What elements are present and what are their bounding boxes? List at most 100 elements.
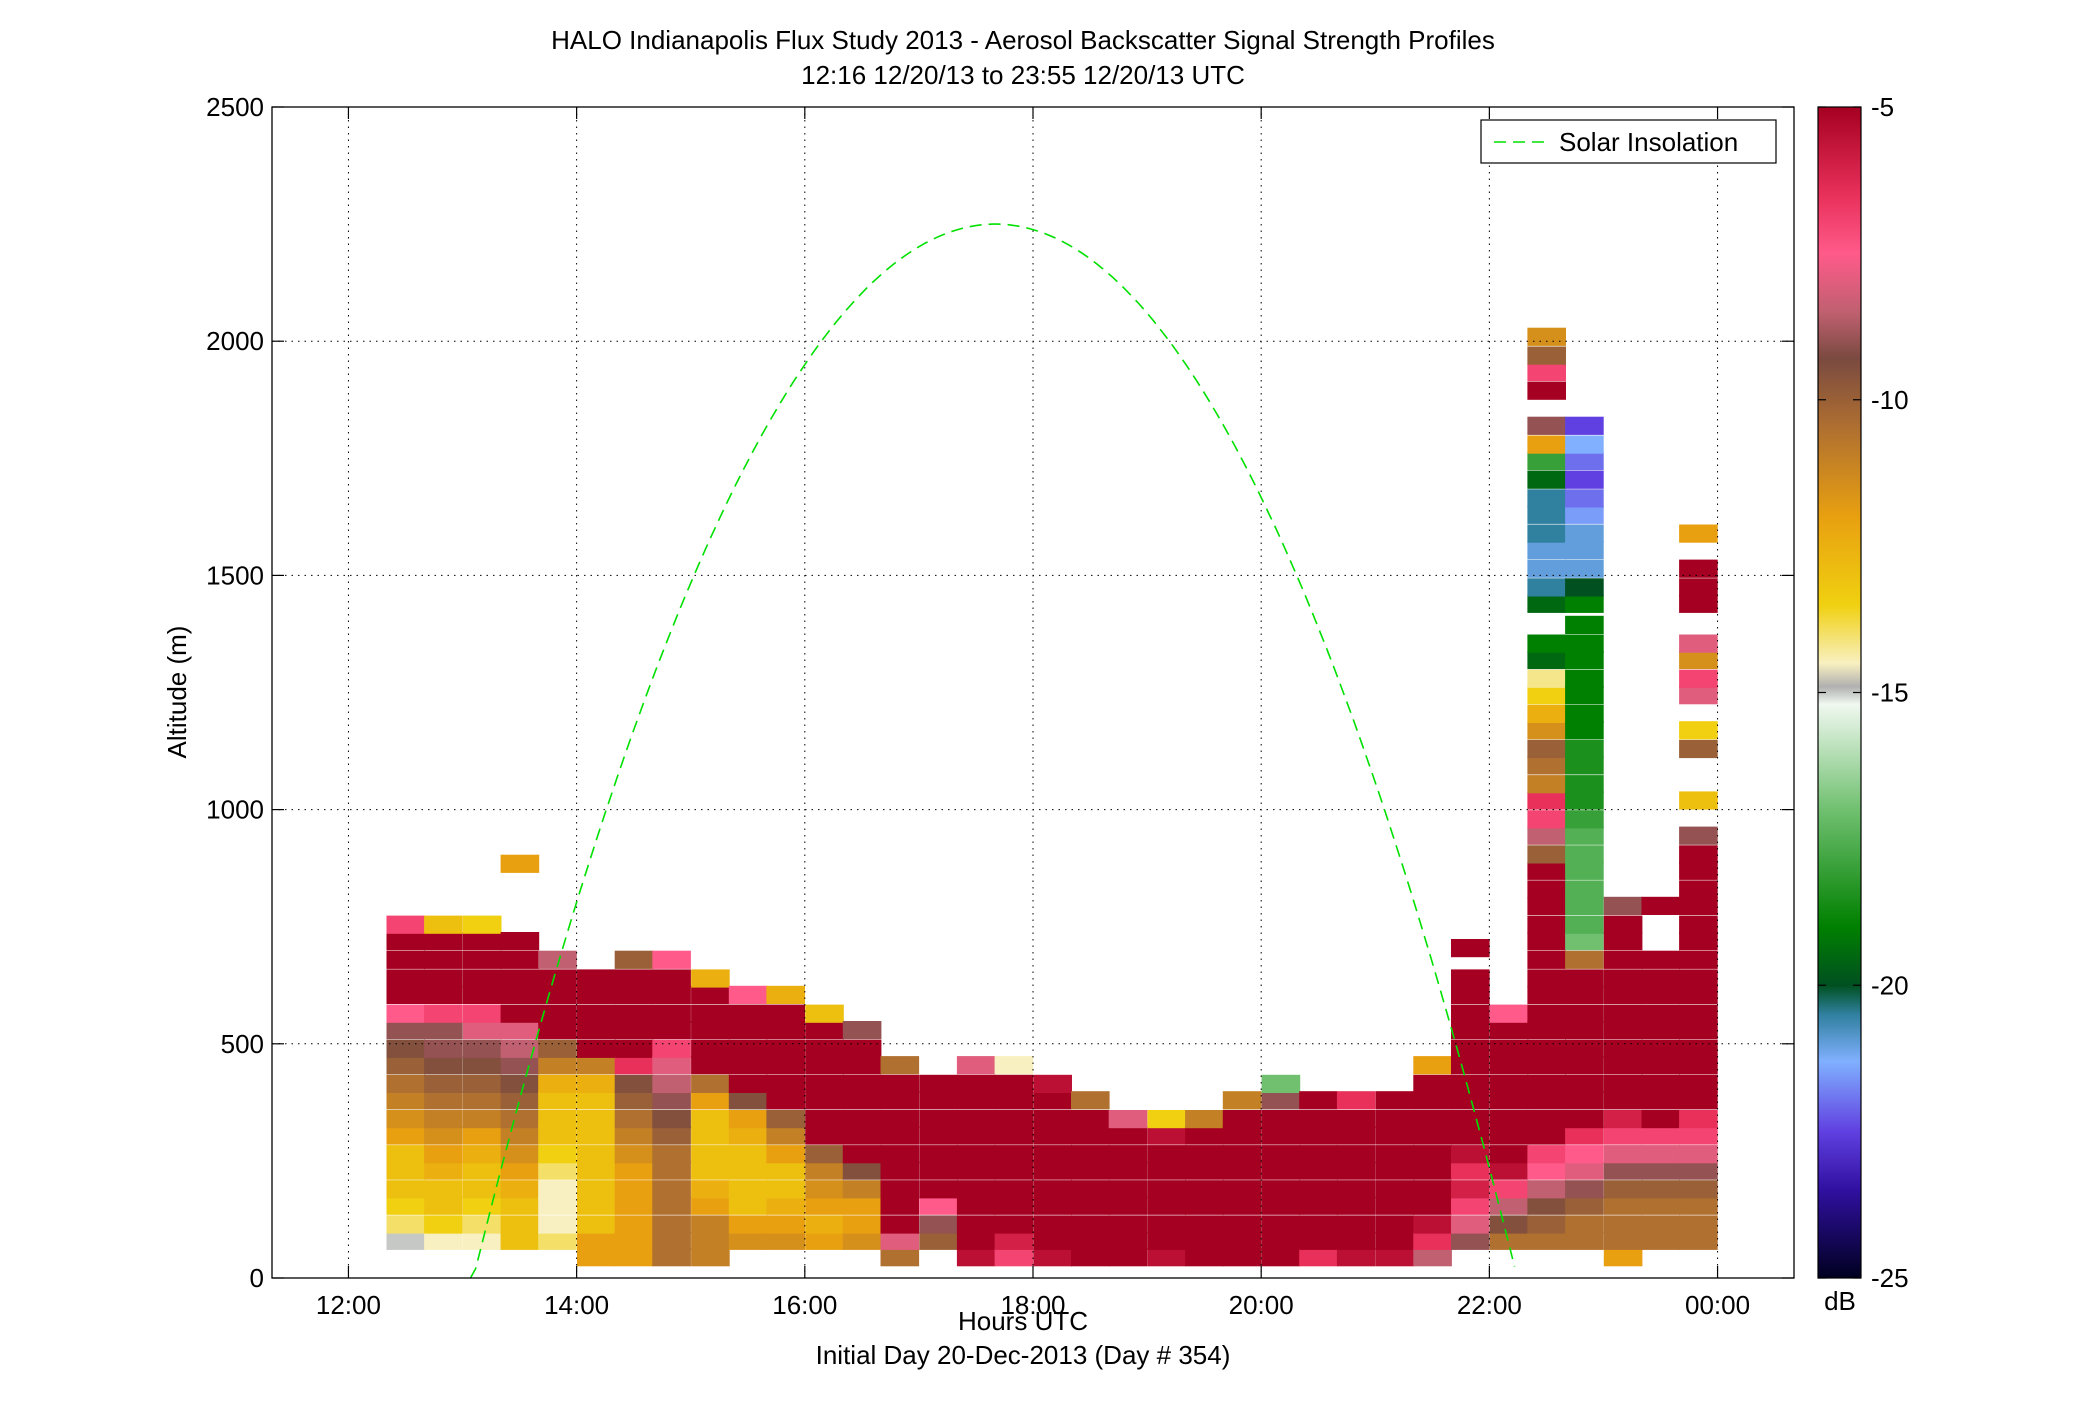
heatmap-cell (1413, 1161, 1452, 1180)
heatmap-cell (1679, 1004, 1718, 1023)
x-tick-label: 22:00 (1457, 1290, 1522, 1320)
heatmap-cell (577, 1196, 616, 1215)
heatmap-cell (614, 1145, 654, 1164)
heatmap-cell (1527, 791, 1566, 810)
heatmap-cell (1679, 739, 1718, 759)
heatmap-cell (766, 985, 805, 1004)
heatmap-cell (1679, 880, 1718, 899)
heatmap-cell (462, 1145, 502, 1164)
heatmap-cell (956, 1091, 996, 1110)
heatmap-cell (1641, 1074, 1681, 1093)
heatmap-cell (1641, 1126, 1681, 1145)
heatmap-cell (1527, 362, 1566, 382)
heatmap-cell (1527, 739, 1566, 759)
heatmap-cell (1261, 1161, 1301, 1180)
heatmap-cell (1527, 775, 1566, 794)
heatmap-cell (1261, 1145, 1301, 1164)
heatmap-cell (500, 950, 540, 969)
heatmap-cell (500, 1196, 540, 1215)
heatmap-cell (577, 1248, 616, 1267)
heatmap-cell (1527, 826, 1566, 845)
heatmap-cell (1527, 1231, 1566, 1250)
heatmap-cell (691, 985, 730, 1004)
heatmap-cell (652, 1039, 691, 1058)
heatmap-cell (1565, 1056, 1604, 1075)
heatmap-cell (805, 1091, 844, 1110)
heatmap-cell (462, 1091, 502, 1110)
heatmap-cell (1147, 1231, 1187, 1250)
heatmap-cell (994, 1248, 1034, 1267)
heatmap-cell (1603, 932, 1643, 951)
heatmap-cell (1527, 969, 1566, 988)
heatmap-cell (1641, 1004, 1681, 1023)
heatmap-cell (1527, 1021, 1566, 1040)
heatmap-cell (1641, 896, 1681, 915)
heatmap-cell (1108, 1126, 1148, 1145)
heatmap-cell (1033, 1126, 1072, 1145)
heatmap-cell (1489, 1161, 1529, 1180)
heatmap-cell (1527, 1074, 1566, 1093)
heatmap-cell (805, 1126, 844, 1145)
heatmap-cell (1565, 985, 1604, 1004)
heatmap-cell (1565, 669, 1604, 688)
heatmap-cell (386, 1196, 426, 1215)
heatmap-cell (1336, 1215, 1376, 1234)
heatmap-cell (1071, 1110, 1110, 1129)
heatmap-cell (538, 1180, 577, 1199)
heatmap-cell (728, 1231, 768, 1250)
heatmap-cell (691, 1126, 730, 1145)
heatmap-cell (577, 985, 616, 1004)
heatmap-cell (1413, 1110, 1452, 1129)
heatmap-cell (1565, 1145, 1604, 1164)
heatmap-cell (386, 1110, 426, 1129)
heatmap-cell (424, 985, 463, 1004)
heatmap-cell (1451, 1126, 1490, 1145)
heatmap-cell (1565, 1196, 1604, 1215)
heatmap-cell (1071, 1161, 1110, 1180)
heatmap-cell (577, 1161, 616, 1180)
heatmap-cell (994, 1110, 1034, 1129)
heatmap-cell (1565, 896, 1604, 915)
heatmap-cell (1641, 1110, 1681, 1129)
heatmap-cell (956, 1126, 996, 1145)
heatmap-cell (1185, 1215, 1224, 1234)
heatmap-cell (1565, 791, 1604, 810)
heatmap-cell (1489, 1039, 1529, 1058)
heatmap-cell (1565, 650, 1604, 670)
heatmap-cell (805, 1074, 844, 1093)
heatmap-cell (538, 1021, 577, 1040)
heatmap-cell (1565, 1180, 1604, 1199)
heatmap-cell (1071, 1091, 1110, 1110)
heatmap-cell (424, 932, 463, 951)
heatmap-cell (1565, 451, 1604, 471)
heatmap-cell (1565, 775, 1604, 794)
heatmap-cell (1565, 615, 1604, 634)
heatmap-cell (614, 1215, 654, 1234)
heatmap-cell (1679, 791, 1718, 810)
heatmap-cell (1222, 1110, 1262, 1129)
heatmap-cell (1299, 1231, 1338, 1250)
heatmap-cell (614, 1231, 654, 1250)
heatmap-cell (919, 1231, 958, 1250)
heatmap-cell (462, 1180, 502, 1199)
heatmap-cell (994, 1056, 1034, 1075)
heatmap-cell (1527, 1110, 1566, 1129)
heatmap-cell (1527, 451, 1566, 471)
heatmap-cell (1679, 896, 1718, 915)
heatmap-cell (1603, 985, 1643, 1004)
heatmap-cell (1527, 650, 1566, 670)
heatmap-cell (500, 1161, 540, 1180)
heatmap-cell (1451, 1161, 1490, 1180)
heatmap-cell (652, 1161, 691, 1180)
heatmap-cell (1375, 1091, 1415, 1110)
heatmap-cell (577, 1056, 616, 1075)
heatmap-cell (994, 1180, 1034, 1199)
heatmap-cell (1451, 1145, 1490, 1164)
heatmap-cell (994, 1231, 1034, 1250)
heatmap-cell (500, 1180, 540, 1199)
heatmap-cell (386, 1126, 426, 1145)
heatmap-cell (1299, 1196, 1338, 1215)
heatmap-cell (1413, 1248, 1452, 1267)
heatmap-cell (500, 1021, 540, 1040)
